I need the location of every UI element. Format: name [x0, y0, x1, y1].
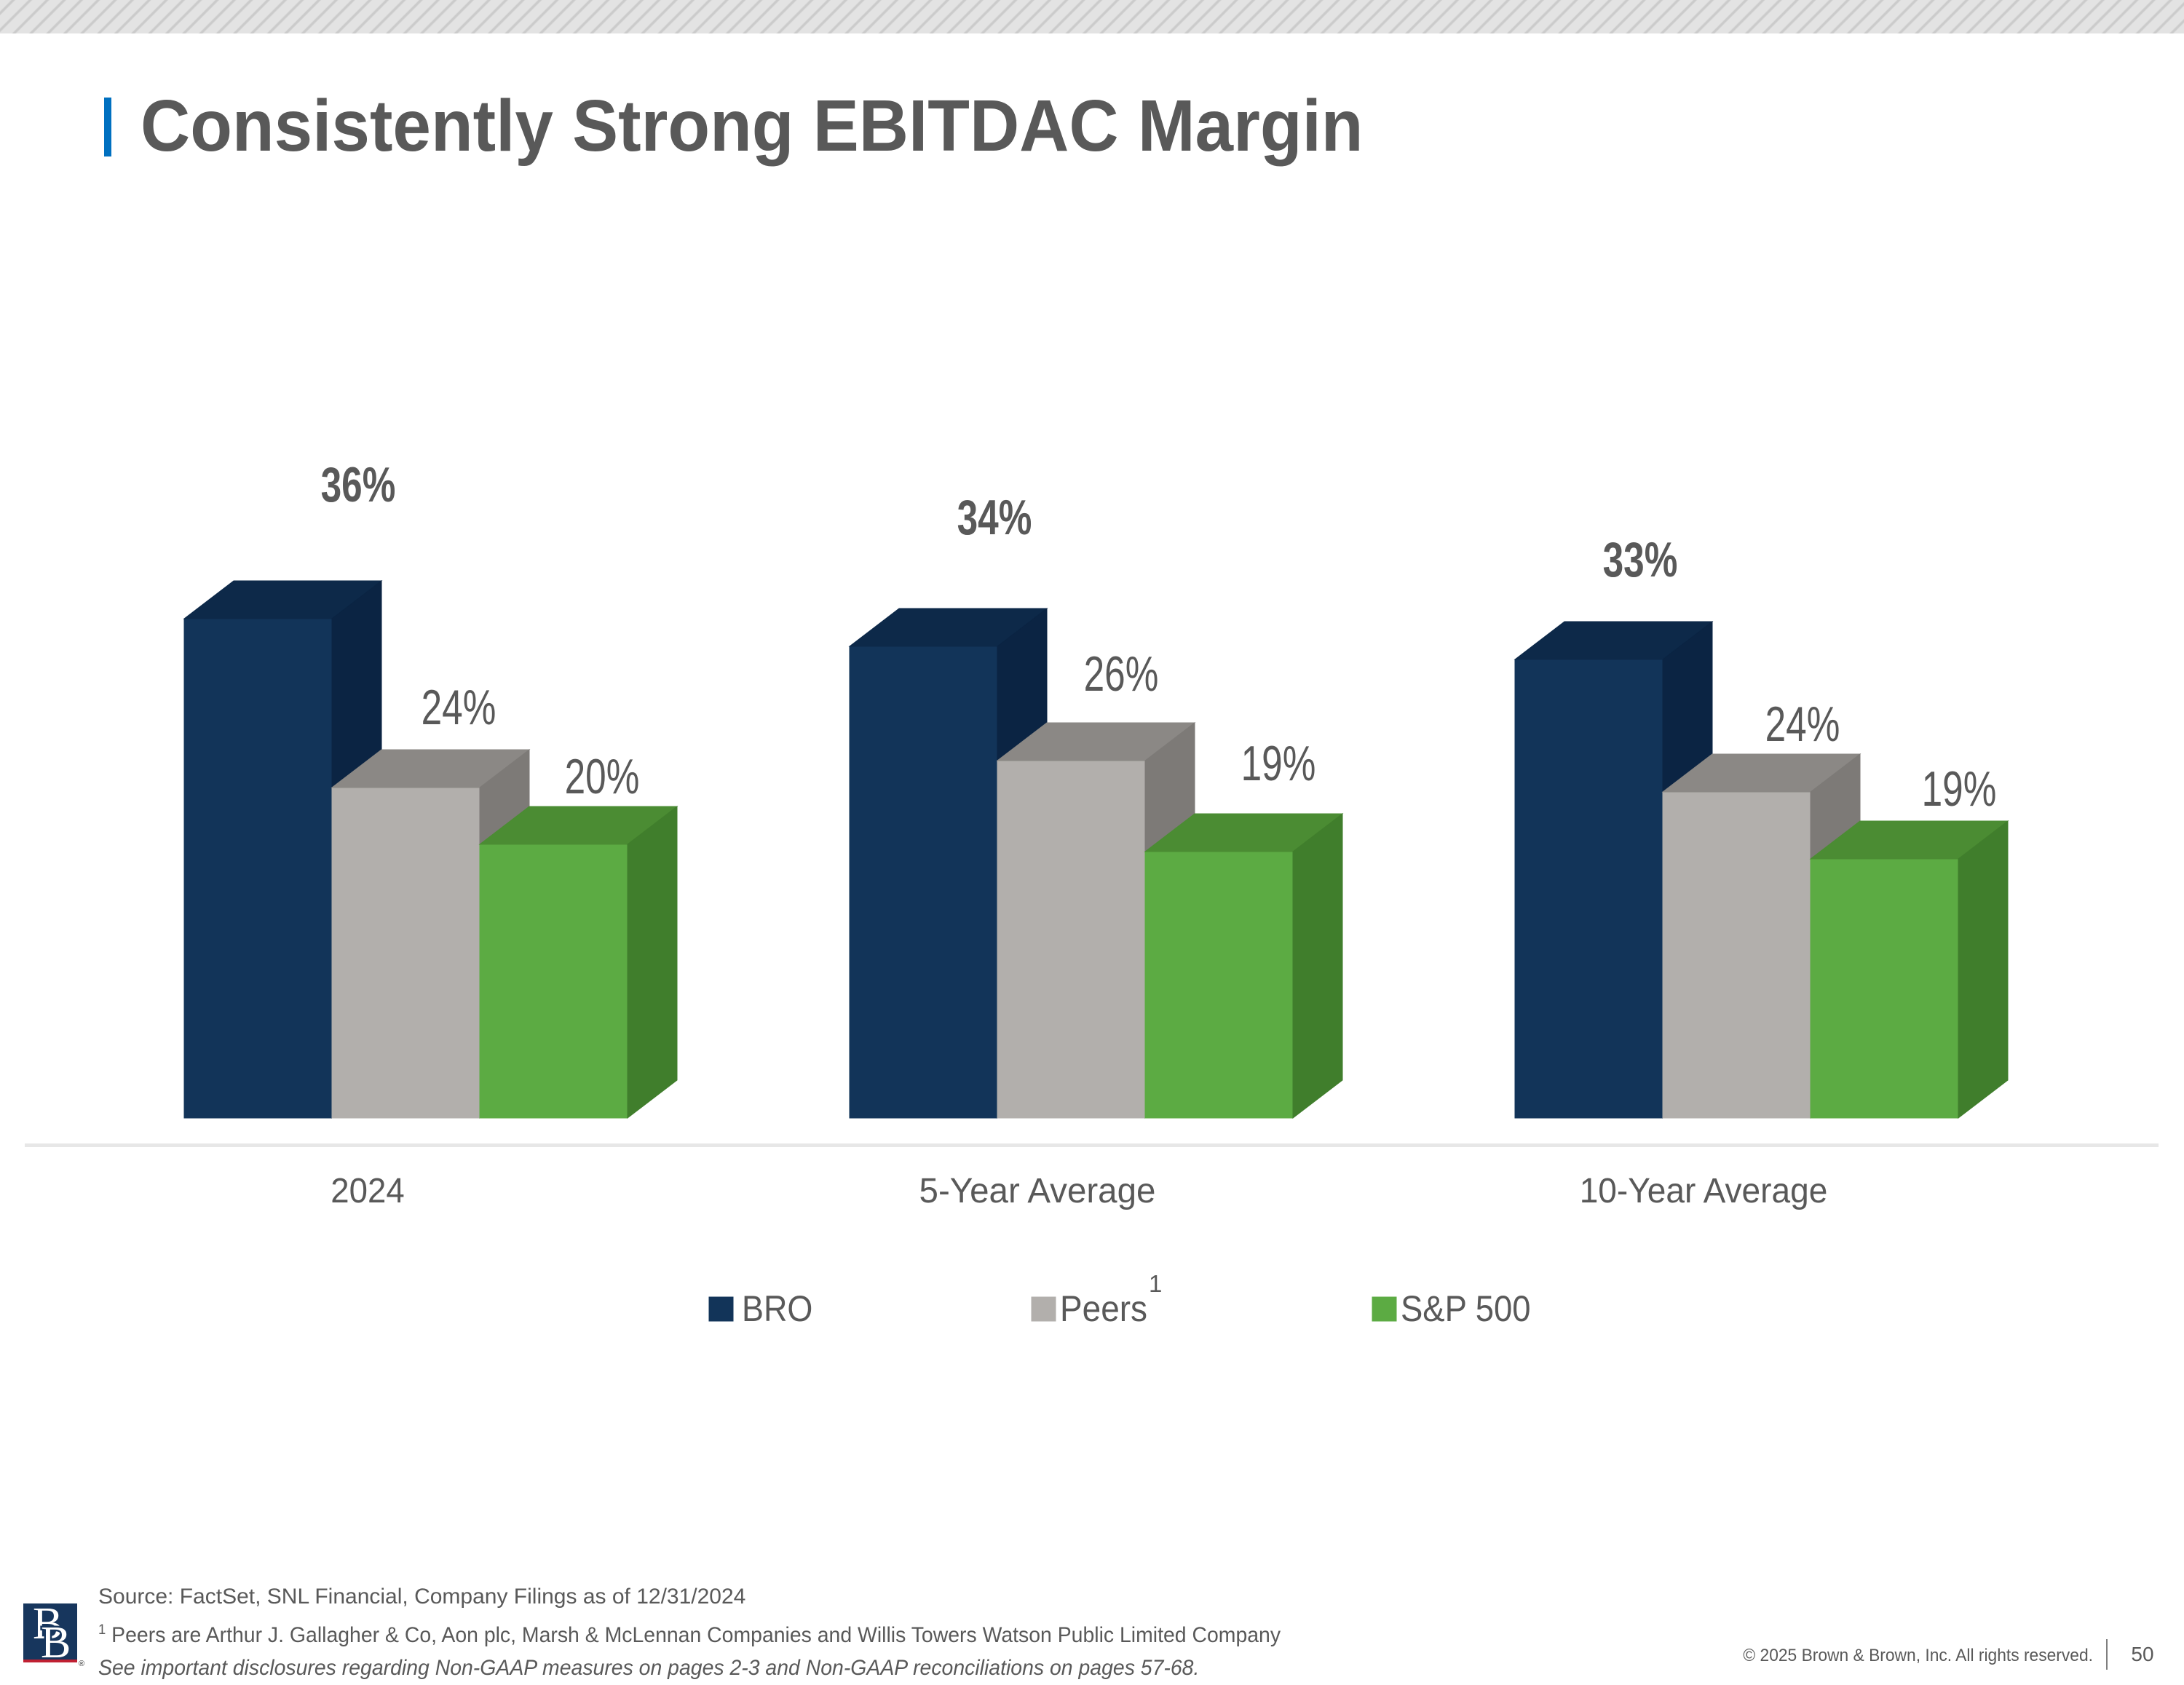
svg-text:2024: 2024 — [331, 1171, 404, 1210]
svg-text:33%: 33% — [1603, 531, 1678, 587]
svg-text:®: ® — [79, 1660, 84, 1668]
svg-text:B: B — [33, 1599, 63, 1649]
svg-text:Peers: Peers — [1060, 1288, 1147, 1329]
svg-text:5-Year Average: 5-Year Average — [919, 1172, 1156, 1210]
svg-text:20%: 20% — [565, 748, 640, 804]
svg-text:34%: 34% — [957, 489, 1032, 545]
svg-text:10-Year Average: 10-Year Average — [1580, 1170, 1828, 1210]
svg-text:19%: 19% — [1241, 735, 1316, 791]
svg-text:19%: 19% — [1922, 761, 1997, 817]
svg-text:24%: 24% — [422, 679, 496, 735]
svg-text:26%: 26% — [1084, 646, 1159, 702]
svg-text:BRO: BRO — [742, 1289, 812, 1330]
svg-text:B: B — [41, 1618, 71, 1668]
svg-text:24%: 24% — [1765, 696, 1840, 752]
svg-text:S&P 500: S&P 500 — [1401, 1289, 1531, 1330]
svg-text:1: 1 — [1149, 1270, 1162, 1297]
svg-text:36%: 36% — [321, 456, 396, 512]
